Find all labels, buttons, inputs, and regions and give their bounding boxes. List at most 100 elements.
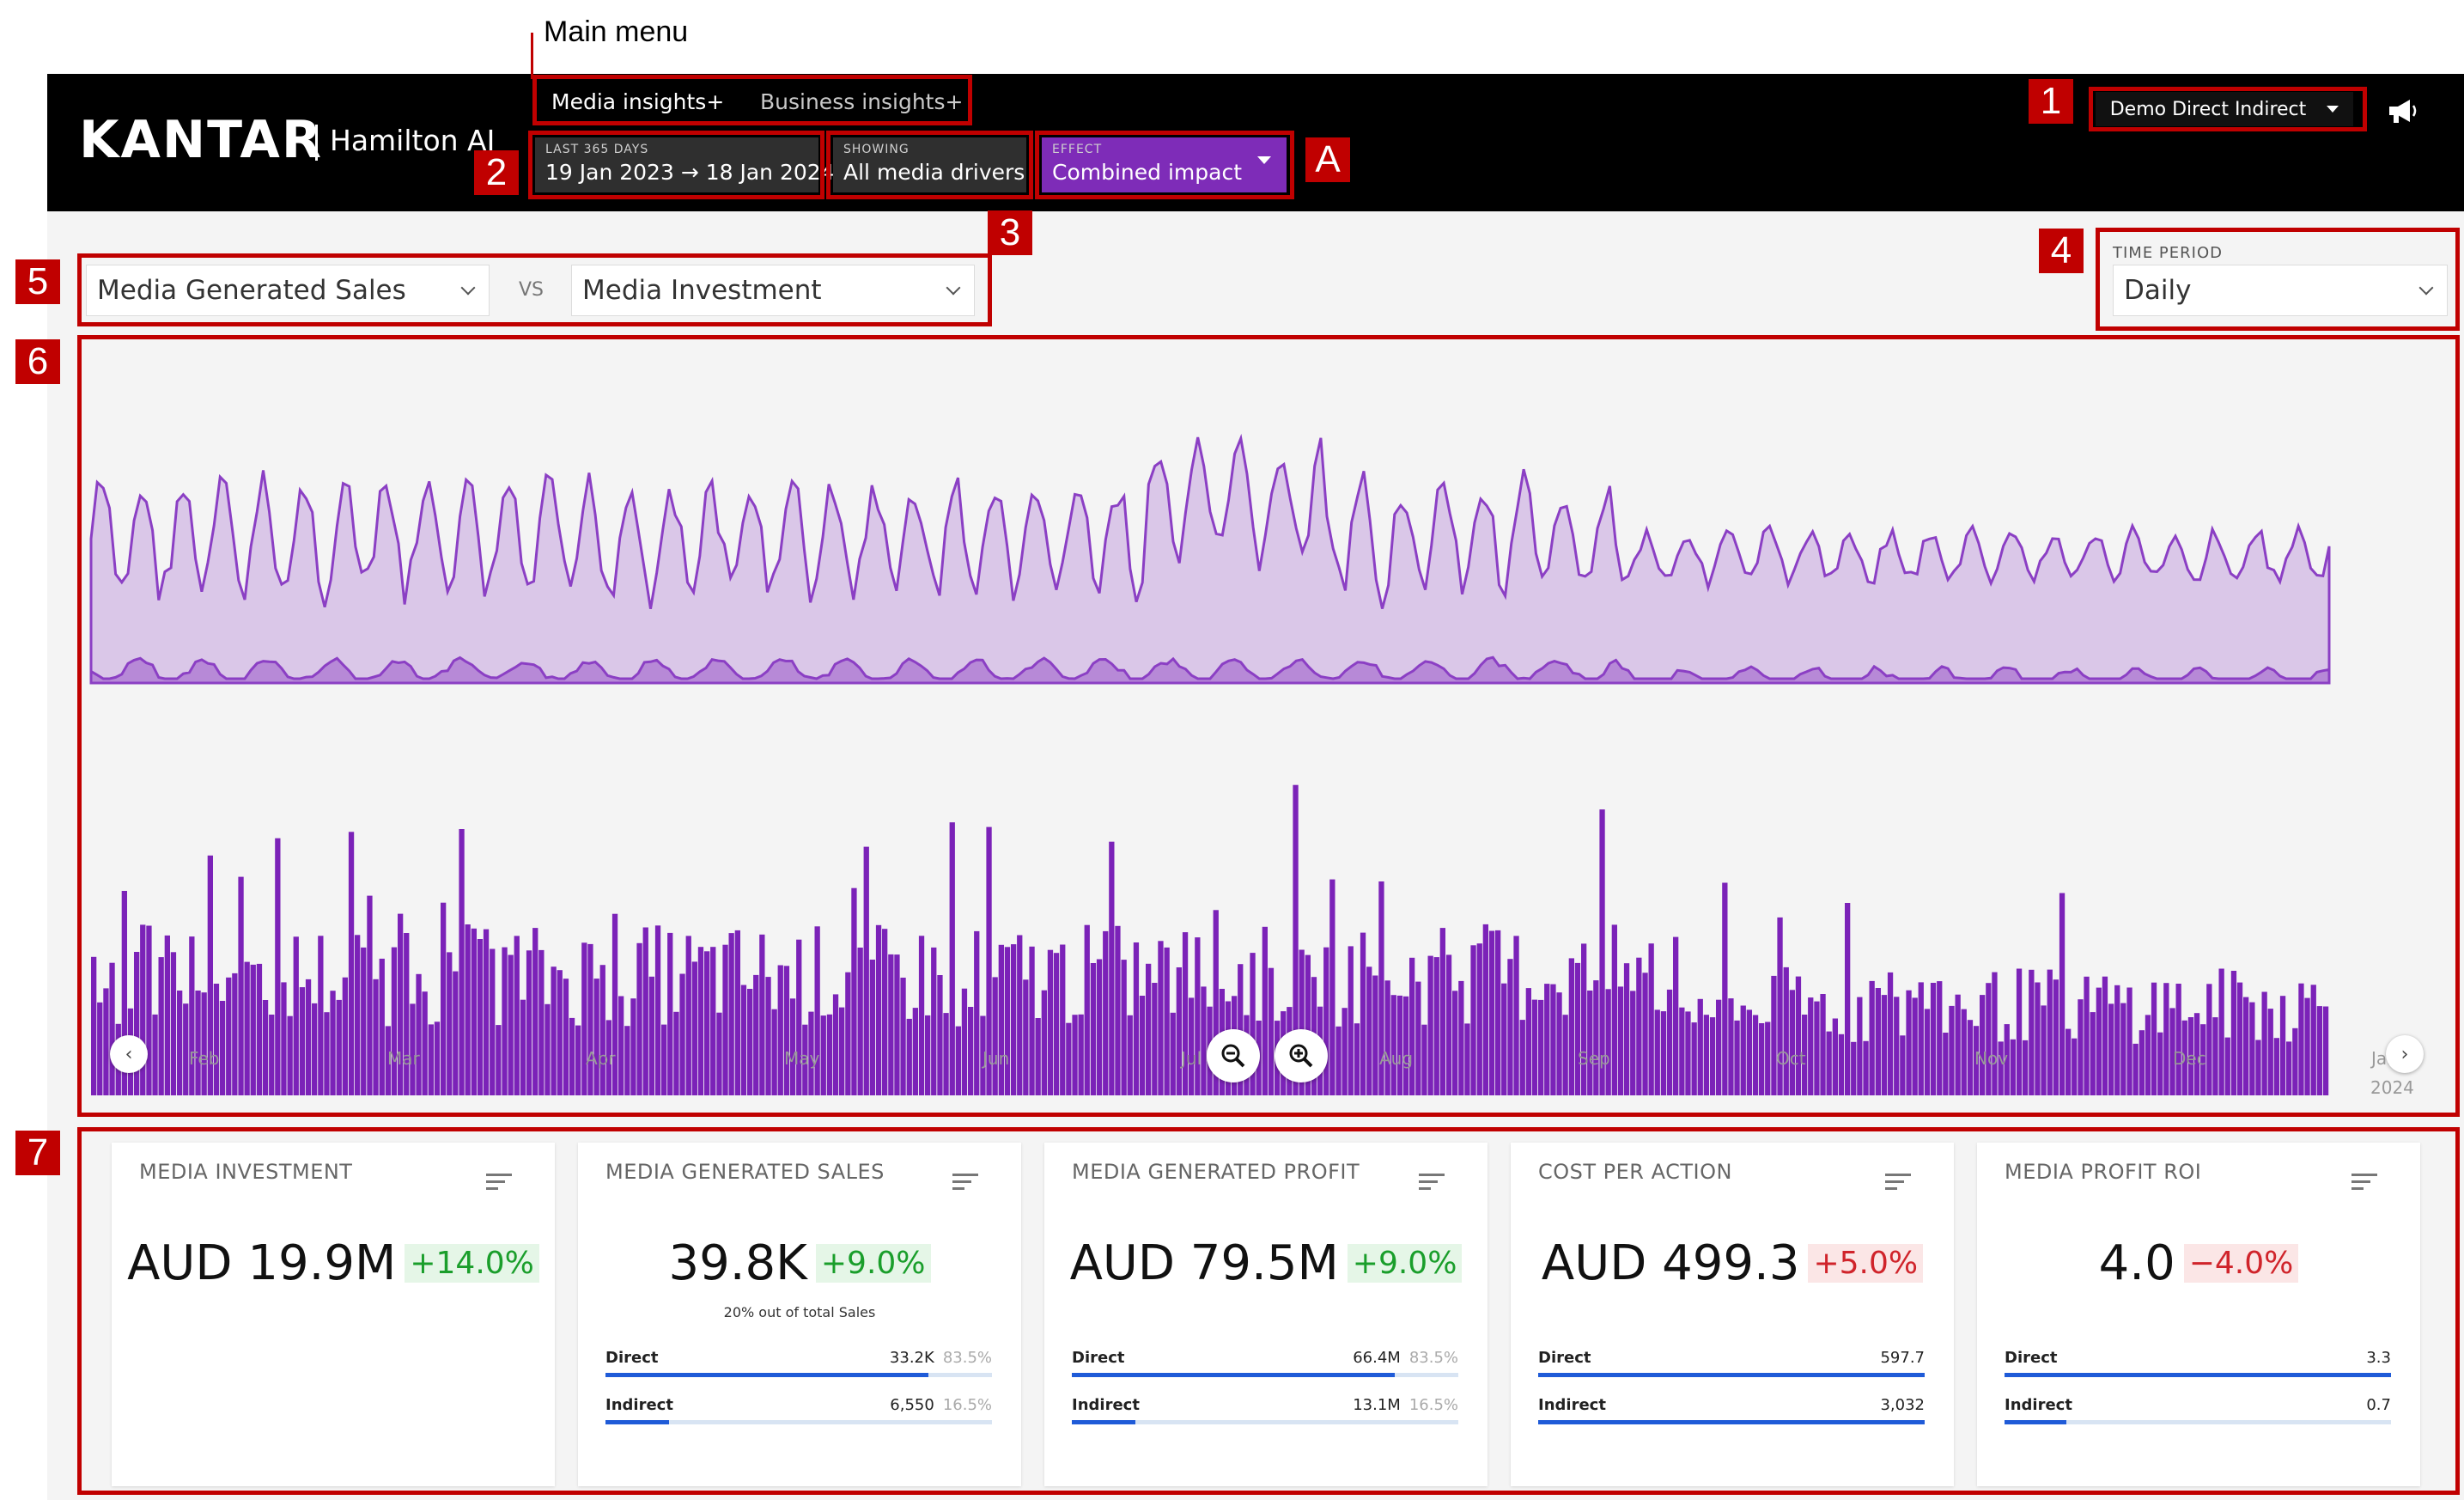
series-bar xyxy=(814,926,820,1095)
series-bar xyxy=(1636,957,1642,1095)
secondary-metric-select[interactable]: Media Investment xyxy=(571,265,975,316)
zoom-out-button[interactable] xyxy=(1207,1029,1260,1082)
primary-metric-value: Media Generated Sales xyxy=(97,275,406,306)
series-bar xyxy=(1894,997,1900,1095)
series-bar xyxy=(2169,1008,2175,1095)
series-bar xyxy=(1329,879,1335,1095)
series-bar xyxy=(845,972,851,1095)
series-bar xyxy=(410,1003,416,1095)
split-value: 3,032 xyxy=(1880,1396,1925,1414)
sort-icon[interactable] xyxy=(486,1174,512,1194)
series-bar xyxy=(1402,996,1409,1095)
kpi-card-media-generated-profit: MEDIA GENERATED PROFIT AUD 79.5M +9.0% Di… xyxy=(1044,1143,1488,1486)
chevron-right-icon: › xyxy=(2400,1043,2409,1065)
series-bar xyxy=(2316,1006,2322,1095)
series-bar xyxy=(759,934,765,1095)
menu-business-insights[interactable]: Business insights+ xyxy=(760,89,964,114)
series-bar xyxy=(1593,980,1599,1095)
split-row-direct: Direct 66.4M 83.5% xyxy=(1072,1349,1458,1377)
series-bar xyxy=(2096,987,2102,1095)
series-bar xyxy=(1967,1020,1974,1095)
series-bar xyxy=(1728,998,1734,1095)
series-bar xyxy=(802,1024,808,1095)
series-bar xyxy=(1660,1011,1667,1095)
account-selector[interactable]: Demo Direct Indirect xyxy=(2096,92,2353,126)
zoom-in-button[interactable] xyxy=(1275,1029,1328,1082)
series-bar xyxy=(1439,928,1445,1095)
series-bar xyxy=(1342,1008,1348,1095)
series-bar xyxy=(2151,982,2157,1095)
series-bar xyxy=(1814,1001,1820,1095)
menu-media-insights[interactable]: Media insights+ xyxy=(551,89,725,114)
series-bar xyxy=(722,944,728,1095)
kpi-change-badge: −4.0% xyxy=(2183,1244,2299,1283)
series-bar xyxy=(318,936,324,1095)
series-bar xyxy=(1476,943,1482,1095)
series-bar xyxy=(2090,1012,2096,1095)
series-bar xyxy=(593,979,599,1095)
series-bar xyxy=(986,826,992,1095)
series-bar xyxy=(1035,1018,1041,1095)
series-bar xyxy=(1323,947,1329,1095)
account-caret-icon xyxy=(2327,106,2339,113)
megaphone-icon[interactable] xyxy=(2386,96,2420,125)
series-bar xyxy=(1752,1015,1759,1095)
series-bar xyxy=(1955,994,1961,1095)
series-bar xyxy=(1495,930,1501,1095)
primary-metric-select[interactable]: Media Generated Sales xyxy=(86,265,490,316)
kpi-title: MEDIA GENERATED PROFIT xyxy=(1072,1160,1360,1184)
series-bar xyxy=(2035,982,2041,1095)
series-bar xyxy=(1445,954,1452,1095)
x-tick-label: Nov xyxy=(1974,1048,2008,1069)
series-bar xyxy=(906,1018,912,1095)
series-bar xyxy=(1605,989,1611,1095)
series-bar xyxy=(980,1015,986,1095)
sort-icon[interactable] xyxy=(1885,1174,1911,1194)
series-bar xyxy=(937,975,943,1095)
time-period-select[interactable]: Daily xyxy=(2113,265,2448,316)
series-bar xyxy=(599,965,605,1095)
series-bar xyxy=(1802,1015,1808,1095)
scroll-right-button[interactable]: › xyxy=(2386,1035,2424,1073)
series-bar xyxy=(398,913,404,1095)
series-bar xyxy=(146,925,152,1095)
badge-3: 3 xyxy=(988,210,1032,255)
series-bar xyxy=(1998,1041,2004,1095)
split-bar xyxy=(1072,1420,1458,1424)
series-bar xyxy=(1378,881,1384,1095)
kpi-card-media-generated-sales: MEDIA GENERATED SALES 39.8K +9.0% 20% out… xyxy=(578,1143,1021,1486)
series-bar xyxy=(796,939,802,1095)
series-bar xyxy=(207,855,213,1095)
series-bar xyxy=(109,962,115,1095)
split-bar xyxy=(605,1420,992,1424)
kpi-title: MEDIA GENERATED SALES xyxy=(605,1160,885,1184)
media-drivers-filter[interactable]: SHOWING All media drivers xyxy=(833,137,1026,192)
series-bar xyxy=(1666,989,1673,1095)
effect-filter[interactable]: EFFECT Combined impact xyxy=(1042,137,1287,192)
kpi-card-media-investment: MEDIA INVESTMENT AUD 19.9M +14.0% xyxy=(112,1143,555,1486)
series-bar xyxy=(1195,937,1201,1095)
sort-icon[interactable] xyxy=(1419,1174,1445,1194)
series-bar xyxy=(373,979,379,1095)
logo-divider xyxy=(315,125,318,161)
sort-icon[interactable] xyxy=(2351,1174,2377,1194)
series-bar xyxy=(538,949,545,1095)
series-bar xyxy=(2273,1038,2279,1095)
scroll-left-button[interactable]: ‹ xyxy=(110,1035,148,1073)
date-range-filter[interactable]: LAST 365 DAYS 19 Jan 2023 → 18 Jan 2024 xyxy=(535,137,835,192)
series-bar xyxy=(1103,930,1109,1095)
series-bar xyxy=(630,998,636,1095)
sort-icon[interactable] xyxy=(952,1174,978,1194)
series-bar xyxy=(1452,991,1458,1095)
series-bar xyxy=(428,1024,434,1095)
split-value: 6,550 xyxy=(890,1396,934,1414)
split-row-indirect: Indirect 3,032 xyxy=(1538,1396,1925,1424)
series-bar xyxy=(1623,963,1630,1095)
series-bar xyxy=(545,1003,551,1095)
series-bar xyxy=(2255,1040,2261,1095)
badge-7: 7 xyxy=(15,1131,60,1175)
series-bar xyxy=(820,1015,826,1095)
badge-5: 5 xyxy=(15,259,60,304)
series-bar xyxy=(391,947,398,1095)
